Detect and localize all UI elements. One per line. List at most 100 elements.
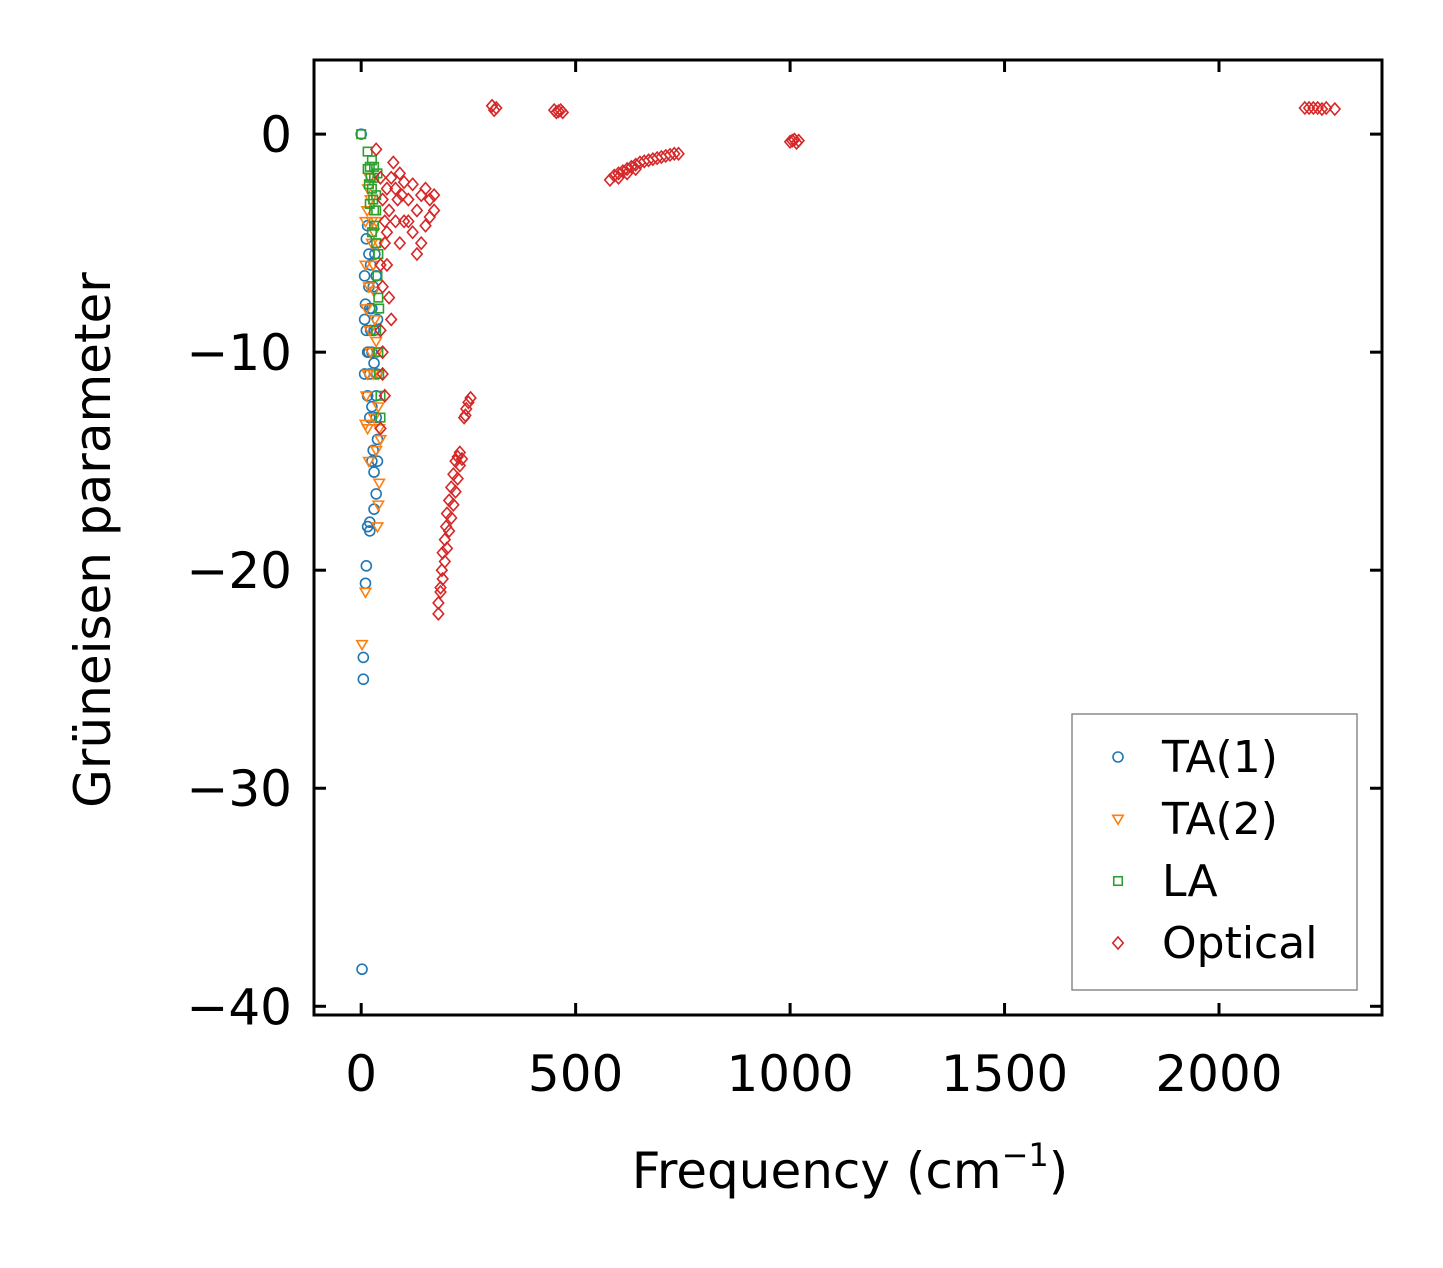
data-point (459, 408, 472, 423)
plot-frame (312, 58, 1384, 1017)
legend-item: TA(1) (1112, 732, 1278, 783)
x-axis-label-sup: −1 (1002, 1136, 1049, 1174)
data-point (442, 523, 456, 539)
data-point (371, 325, 382, 336)
y-tick-label: −30 (186, 760, 292, 818)
data-point (363, 347, 378, 359)
data-point (378, 388, 392, 403)
data-point (423, 192, 437, 207)
data-point (357, 673, 370, 686)
x-axis-label-close: ) (1049, 1142, 1069, 1200)
legend-marker (1111, 814, 1125, 826)
data-point (368, 314, 382, 327)
x-tick-label: 1000 (726, 1045, 853, 1103)
data-point (464, 390, 477, 406)
data-point (367, 444, 379, 457)
data-point (373, 249, 384, 260)
data-point (370, 488, 382, 500)
x-tick-label: 500 (528, 1045, 623, 1103)
data-point (393, 166, 407, 181)
data-point (406, 225, 419, 240)
data-point (373, 292, 384, 303)
data-point (368, 357, 380, 369)
data-point (1319, 100, 1333, 116)
data-point (359, 391, 373, 403)
data-point (366, 369, 380, 381)
data-point (376, 344, 389, 360)
data-point (462, 395, 475, 410)
data-point (358, 260, 373, 272)
y-axis-ticks: 0 −10 −20 −30 −40 (186, 106, 1382, 1036)
x-tick-label: 0 (345, 1045, 377, 1103)
data-point (362, 282, 376, 294)
data-point (397, 174, 411, 190)
legend-label: TA(2) (1161, 794, 1278, 845)
data-point (371, 402, 385, 414)
data-point (355, 639, 369, 652)
data-point (1307, 100, 1320, 116)
data-point (366, 155, 377, 166)
legend-label: Optical (1162, 918, 1317, 969)
axes (312, 58, 1384, 1017)
legend-item: TA(2) (1111, 794, 1278, 845)
data-point (366, 455, 378, 467)
legend-box (1071, 713, 1358, 991)
data-point (374, 170, 387, 185)
data-point (373, 434, 388, 447)
data-point (612, 166, 625, 181)
data-point (455, 451, 469, 467)
y-axis-label: Grüneisen parameter (64, 272, 122, 808)
data-point (364, 198, 375, 209)
data-point (374, 323, 387, 338)
x-tick-label: 2000 (1155, 1045, 1282, 1103)
data-point (620, 161, 634, 177)
y-tick-label: −40 (186, 978, 292, 1036)
y-tick-label: −20 (186, 542, 292, 600)
data-point (402, 192, 415, 207)
x-tick-label: 1500 (941, 1045, 1068, 1103)
data-point (368, 466, 380, 478)
data-point (384, 170, 398, 185)
data-point (378, 235, 392, 251)
y-tick-label: 0 (260, 106, 292, 164)
data-point (362, 456, 376, 469)
legend-marker (1111, 935, 1125, 951)
data-point (427, 187, 441, 203)
data-point (358, 216, 373, 229)
data-point (371, 433, 384, 446)
data-point (792, 133, 805, 148)
data-point (372, 270, 383, 281)
legend: TA(1) TA(2) LA Optical (1071, 713, 1358, 991)
data-point (1311, 100, 1324, 116)
data-point (367, 286, 381, 298)
data-point (360, 560, 373, 572)
data-point (378, 214, 392, 229)
data-point (444, 510, 458, 526)
y-tick-label: −10 (186, 324, 292, 382)
data-point (414, 235, 428, 251)
data-point (358, 313, 371, 326)
data-point (449, 484, 462, 499)
data-point (393, 235, 407, 251)
data-point (371, 205, 382, 216)
x-axis-label-main: Frequency (cm (632, 1142, 1002, 1200)
data-point (363, 525, 376, 537)
data-points (355, 98, 1342, 976)
legend-marker (1112, 751, 1124, 763)
x-axis-ticks: 0 500 1000 1500 2000 (345, 60, 1283, 1103)
legend-entries: TA(1) TA(2) LA Optical (1111, 732, 1317, 969)
data-point (382, 290, 396, 305)
data-point (391, 192, 404, 207)
data-point (432, 606, 445, 622)
data-point (374, 303, 385, 314)
data-point (370, 522, 385, 534)
data-point (629, 161, 642, 177)
data-point (374, 257, 387, 273)
data-point (369, 445, 383, 458)
data-point (357, 651, 370, 664)
data-point (358, 270, 371, 282)
data-point (372, 478, 386, 490)
data-point (434, 580, 447, 595)
